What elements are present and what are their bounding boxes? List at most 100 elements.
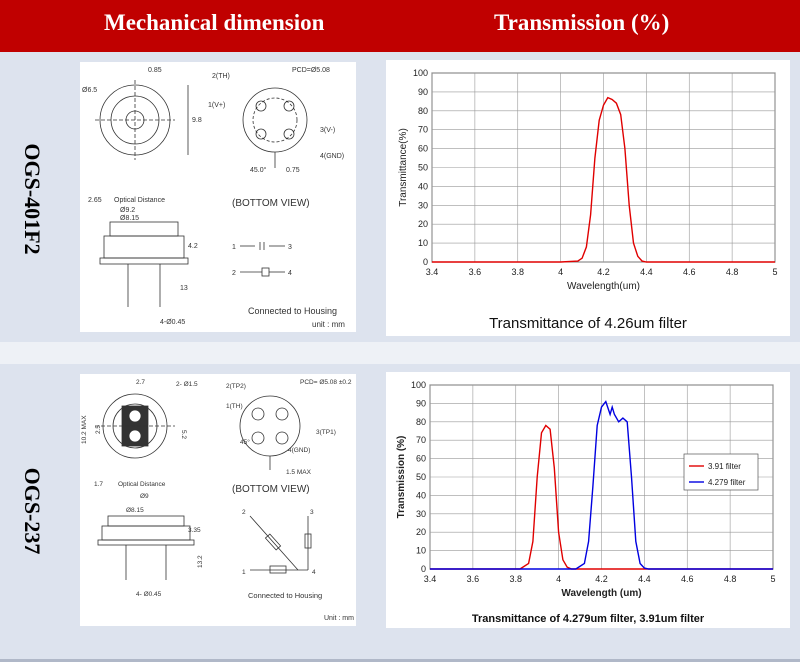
dim-pcd: PCD=Ø5.08 bbox=[292, 67, 330, 74]
x-tick-label: 4.6 bbox=[683, 267, 696, 277]
dim-4-2: 4.2 bbox=[188, 243, 198, 250]
pin-3-tp1: 3(TP1) bbox=[316, 429, 336, 436]
unit-label-2: Unit : mm bbox=[324, 615, 354, 622]
x-tick-label: 3.4 bbox=[426, 267, 439, 277]
dim-10-2-max: 10.2 MAX bbox=[81, 415, 88, 444]
y-tick-label: 40 bbox=[416, 490, 426, 500]
optical-distance-label: Optical Distance bbox=[114, 197, 165, 204]
connected-to-housing-1: Connected to Housing bbox=[248, 306, 337, 316]
x-tick-label: 4 bbox=[556, 574, 561, 584]
pin-node-1: 1 bbox=[242, 569, 246, 576]
dim-d8-15-2: Ø8.15 bbox=[126, 507, 144, 514]
x-tick-label: 3.4 bbox=[424, 574, 437, 584]
x-tick-label: 4.2 bbox=[595, 574, 608, 584]
dim-9-8: 9.8 bbox=[192, 117, 202, 124]
dim-2-d1-5: 2- Ø1.5 bbox=[176, 381, 198, 388]
transmission-chart-2: 3.4 3.6 3.8 4 4.2 4.4 4.6 4.8 5 0 10 20 30 40 50 60 70 80… bbox=[386, 372, 790, 628]
dim-d9: Ø9 bbox=[140, 493, 149, 500]
y-axis-label: Transmittance(%) bbox=[398, 128, 409, 207]
drawing-svg-1: 0.85 Ø6.5 9.8 PCD=Ø5.08 2(TH) 1(V+) 3(V-… bbox=[82, 67, 345, 329]
y-tick-label: 0 bbox=[421, 564, 426, 574]
bottom-view-label-1: (BOTTOM VIEW) bbox=[232, 198, 310, 209]
dim-5-2: 5.2 bbox=[180, 430, 187, 439]
dim-2-65: 2.65 bbox=[88, 197, 102, 204]
header-bar: Mechanical dimension Transmission (%) bbox=[0, 0, 800, 52]
y-tick-label: 10 bbox=[416, 546, 426, 556]
x-axis-label: Wavelength(um) bbox=[567, 281, 640, 292]
row-label-ogs-401f2: OGS-401F2 bbox=[20, 143, 45, 255]
y-axis-label: Transmission (%) bbox=[396, 436, 407, 519]
pin-a-1: 1 bbox=[232, 244, 236, 251]
row-separator bbox=[0, 342, 800, 364]
transmission-title: Transmission (%) bbox=[494, 10, 670, 35]
dim-3-35: 3.35 bbox=[188, 527, 201, 534]
x-axis-label: Wavelength (um) bbox=[561, 588, 641, 599]
row-label-ogs-237: OGS-237 bbox=[20, 467, 45, 555]
y-tick-label: 50 bbox=[418, 163, 428, 173]
pin-b-2: 2 bbox=[232, 270, 236, 277]
transmission-chart-1: 3.4 3.6 3.8 4 4.2 4.4 4.6 4.8 5 0 10 20 30 40 50 60 70 80… bbox=[386, 60, 790, 336]
dim-pcd-2: PCD= Ø5.08 ±0.2 bbox=[300, 379, 352, 386]
x-tick-label: 5 bbox=[772, 267, 777, 277]
dim-d9-2: Ø9.2 bbox=[120, 207, 135, 214]
y-tick-label: 60 bbox=[416, 454, 426, 464]
pin-4-gnd: 4(GND) bbox=[320, 153, 344, 160]
y-tick-label: 80 bbox=[416, 417, 426, 427]
pin-a-3: 3 bbox=[288, 244, 292, 251]
pin-1-vplus: 1(V+) bbox=[208, 102, 225, 109]
pin-node-2: 2 bbox=[242, 509, 246, 516]
legend-box bbox=[683, 453, 759, 491]
x-tick-label: 4.4 bbox=[640, 267, 653, 277]
y-tick-label: 80 bbox=[418, 106, 428, 116]
optical-distance-label-2: Optical Distance bbox=[118, 481, 166, 488]
x-tick-label: 4.8 bbox=[724, 574, 737, 584]
y-tick-label: 90 bbox=[416, 398, 426, 408]
chart-svg-2: 3.4 3.6 3.8 4 4.2 4.4 4.6 4.8 501020304050607080… bbox=[396, 380, 776, 625]
dim-2-5: 2.5 bbox=[95, 425, 102, 434]
dim-13: 13 bbox=[180, 285, 188, 292]
pin-4-gnd-2: 4(GND) bbox=[288, 447, 310, 454]
y-tick-label: 20 bbox=[416, 527, 426, 537]
dim-45: 45.0° bbox=[250, 166, 267, 174]
y-tick-label: 70 bbox=[418, 125, 428, 135]
drawing-svg-2: 2.7 2- Ø1.5 10.2 MAX 2.5 5.2 PCD= Ø5.08 … bbox=[81, 379, 354, 622]
pin-3-vminus: 3(V-) bbox=[320, 127, 335, 134]
x-tick-label: 4 bbox=[558, 267, 563, 277]
chart-svg-1: 3.4 3.6 3.8 4 4.2 4.4 4.6 4.8 501020304050607080… bbox=[398, 68, 778, 332]
x-tick-label: 3.6 bbox=[469, 267, 482, 277]
unit-label-1: unit : mm bbox=[312, 320, 345, 329]
pin-node-4: 4 bbox=[312, 569, 316, 576]
dim-2-7: 2.7 bbox=[136, 379, 145, 386]
dim-45-deg: 45° bbox=[240, 438, 250, 446]
y-tick-label: 100 bbox=[411, 380, 426, 390]
dim-d8-15: Ø8.15 bbox=[120, 215, 139, 222]
mechanical-drawing-ogs-401f2: 0.85 Ø6.5 9.8 PCD=Ø5.08 2(TH) 1(V+) 3(V-… bbox=[80, 62, 356, 332]
dim-d6-5: Ø6.5 bbox=[82, 87, 97, 94]
x-tick-label: 4.2 bbox=[597, 267, 610, 277]
y-tick-label: 40 bbox=[418, 181, 428, 191]
pin-1-th: 1(TH) bbox=[226, 403, 243, 410]
y-tick-label: 90 bbox=[418, 87, 428, 97]
connected-to-housing-2: Connected to Housing bbox=[248, 591, 322, 600]
y-tick-label: 30 bbox=[416, 509, 426, 519]
pin-2-th: 2(TH) bbox=[212, 73, 230, 80]
pin-b-4: 4 bbox=[288, 270, 292, 277]
dim-0-85: 0.85 bbox=[148, 67, 162, 74]
dim-0-75: 0.75 bbox=[286, 167, 300, 174]
legend-entry: 4.279 filter bbox=[708, 478, 746, 487]
dim-1-7: 1.7 bbox=[94, 481, 103, 488]
y-tick-label: 10 bbox=[418, 238, 428, 248]
y-tick-label: 0 bbox=[423, 257, 428, 267]
y-tick-label: 70 bbox=[416, 435, 426, 445]
series-line-2 bbox=[430, 400, 773, 570]
x-tick-label: 4.8 bbox=[726, 267, 739, 277]
y-tick-label: 30 bbox=[418, 200, 428, 210]
chart-caption: Transmittance of 4.279um filter, 3.91um … bbox=[472, 613, 705, 625]
y-tick-label: 20 bbox=[418, 219, 428, 229]
x-tick-label: 5 bbox=[770, 574, 775, 584]
y-tick-label: 100 bbox=[413, 68, 428, 78]
series-line-1 bbox=[430, 424, 773, 570]
dim-4-d0-45-2: 4- Ø0.45 bbox=[136, 591, 162, 598]
dim-1-5-max: 1.5 MAX bbox=[286, 469, 312, 476]
x-tick-label: 3.6 bbox=[467, 574, 480, 584]
